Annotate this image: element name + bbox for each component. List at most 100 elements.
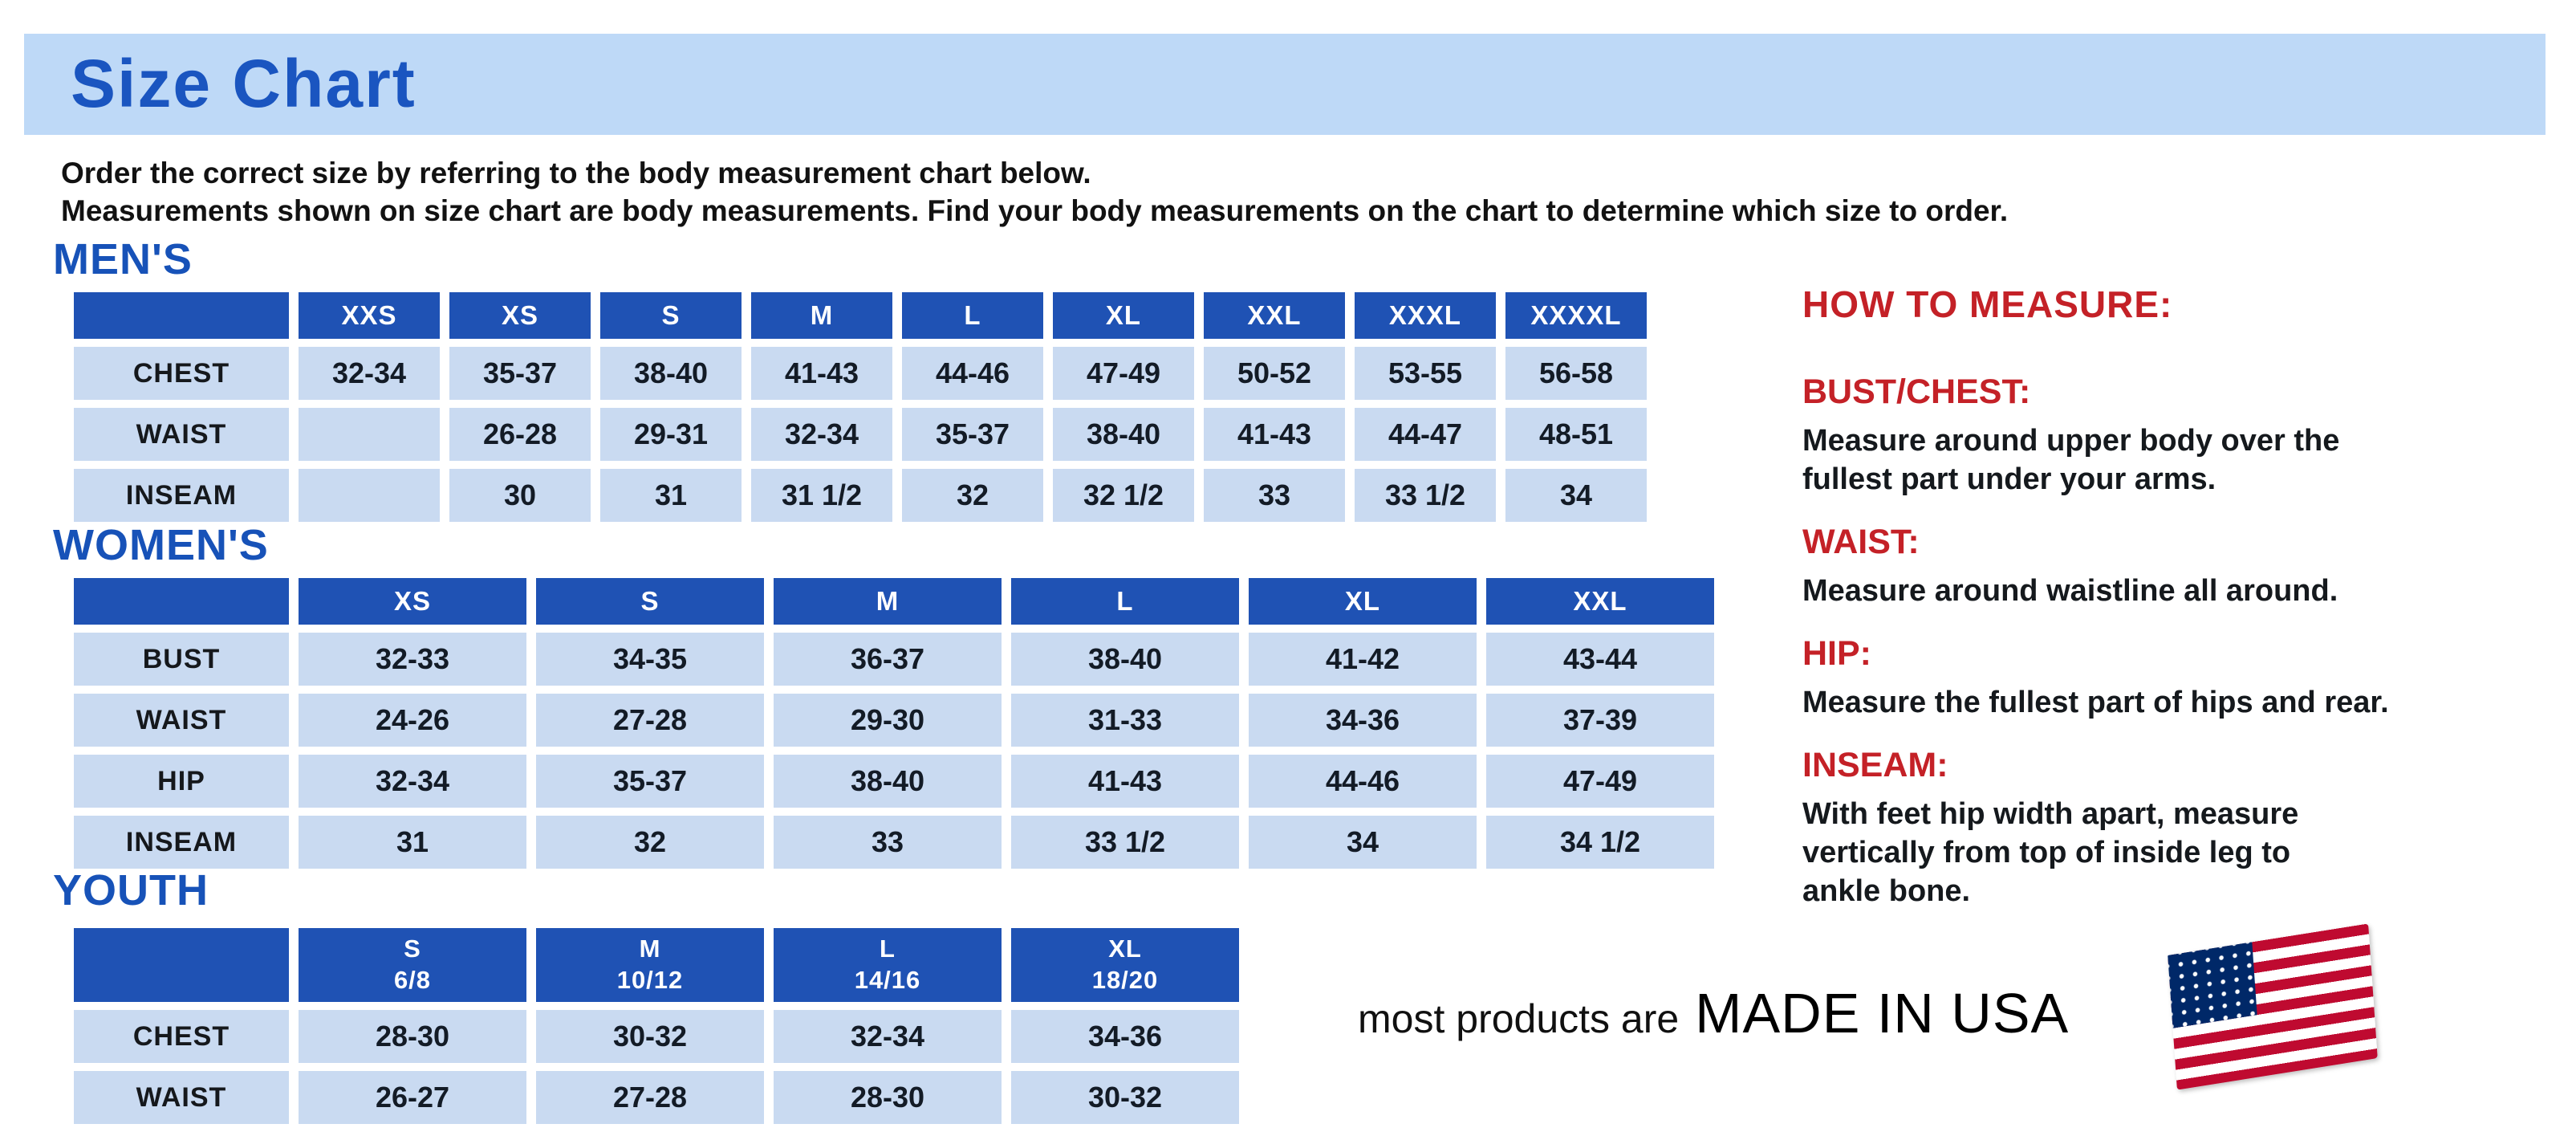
youth-size-table: S 6/8 M 10/12 L 14/16 XL 18/20 CHEST 28-30 30-32 32… xyxy=(74,928,1239,1124)
title-banner: Size Chart xyxy=(24,34,2546,135)
column-header: XS xyxy=(449,292,591,339)
cell: 34 xyxy=(1249,816,1477,869)
cell: 26-28 xyxy=(449,408,591,461)
measure-item-text: With feet hip width apart, measure verti… xyxy=(1802,797,2299,908)
cell: 41-43 xyxy=(1011,755,1239,808)
cell xyxy=(299,408,440,461)
cell: 44-47 xyxy=(1355,408,1496,461)
row-label: INSEAM xyxy=(74,816,289,869)
measure-item-label: INSEAM: xyxy=(1802,746,1948,784)
measure-item-text: Measure around waistline all around. xyxy=(1802,574,2338,608)
column-header: XS xyxy=(299,578,526,625)
cell: 31 1/2 xyxy=(751,469,892,522)
intro-line-2: Measurements shown on size chart are bod… xyxy=(61,194,2009,227)
column-header: M xyxy=(774,578,1002,625)
cell: 53-55 xyxy=(1355,347,1496,400)
cell: 35-37 xyxy=(449,347,591,400)
measure-item-text: Measure around upper body over the fulle… xyxy=(1802,424,2340,496)
cell: 43-44 xyxy=(1486,633,1714,686)
youth-section-heading: YOUTH xyxy=(53,866,209,914)
row-label: INSEAM xyxy=(74,469,289,522)
intro-line-1: Order the correct size by referring to t… xyxy=(61,157,1091,189)
cell: 44-46 xyxy=(1249,755,1477,808)
cell: 32 xyxy=(902,469,1043,522)
column-header-range: 10/12 xyxy=(616,966,684,994)
cell: 48-51 xyxy=(1505,408,1647,461)
cell: 41-43 xyxy=(1204,408,1345,461)
how-to-measure-heading: HOW TO MEASURE: xyxy=(1802,283,2173,325)
corner-cell xyxy=(74,928,289,1002)
cell: 27-28 xyxy=(536,1071,764,1124)
column-header-size: S xyxy=(404,935,421,963)
cell: 30 xyxy=(449,469,591,522)
column-header: XL xyxy=(1053,292,1194,339)
column-header: S xyxy=(600,292,742,339)
measure-item-hip: HIP: Measure the fullest part of hips an… xyxy=(1802,634,2573,722)
cell: 34 1/2 xyxy=(1486,816,1714,869)
cell: 32-34 xyxy=(299,347,440,400)
cell: 28-30 xyxy=(774,1071,1002,1124)
column-header-size: M xyxy=(639,935,661,963)
cell: 47-49 xyxy=(1486,755,1714,808)
corner-cell xyxy=(74,578,289,625)
cell: 31 xyxy=(299,816,526,869)
cell: 29-30 xyxy=(774,694,1002,747)
cell: 44-46 xyxy=(902,347,1043,400)
column-header-range: 18/20 xyxy=(1091,966,1159,994)
cell: 32 1/2 xyxy=(1053,469,1194,522)
cell: 34-35 xyxy=(536,633,764,686)
cell: 31 xyxy=(600,469,742,522)
row-label: WAIST xyxy=(74,408,289,461)
cell: 38-40 xyxy=(1053,408,1194,461)
row-label: CHEST xyxy=(74,347,289,400)
cell: 30-32 xyxy=(536,1010,764,1063)
cell: 26-27 xyxy=(299,1071,526,1124)
cell: 24-26 xyxy=(299,694,526,747)
column-header: L xyxy=(1011,578,1239,625)
column-header: XXL xyxy=(1204,292,1345,339)
cell: 34-36 xyxy=(1011,1010,1239,1063)
made-in-usa-prefix: most products are xyxy=(1358,996,1680,1041)
column-header: M 10/12 xyxy=(536,928,764,1002)
column-header: XXXXL xyxy=(1505,292,1647,339)
cell: 34 xyxy=(1505,469,1647,522)
intro-text: Order the correct size by referring to t… xyxy=(61,154,2008,230)
cell: 47-49 xyxy=(1053,347,1194,400)
how-to-measure-panel: HOW TO MEASURE: BUST/CHEST: Measure arou… xyxy=(1802,283,2573,910)
row-label: CHEST xyxy=(74,1010,289,1063)
column-header-size: XL xyxy=(1108,935,1142,963)
column-header: M xyxy=(751,292,892,339)
cell: 28-30 xyxy=(299,1010,526,1063)
womens-section-heading: WOMEN'S xyxy=(53,521,269,569)
measure-item-waist: WAIST: Measure around waistline all arou… xyxy=(1802,523,2573,610)
column-header: L 14/16 xyxy=(774,928,1002,1002)
cell: 33 xyxy=(774,816,1002,869)
cell: 38-40 xyxy=(600,347,742,400)
column-header: XL xyxy=(1249,578,1477,625)
column-header-range: 6/8 xyxy=(393,966,432,994)
row-label: BUST xyxy=(74,633,289,686)
cell: 37-39 xyxy=(1486,694,1714,747)
cell: 33 1/2 xyxy=(1355,469,1496,522)
made-in-usa-text: MADE IN USA xyxy=(1695,982,2070,1044)
measure-item-label: WAIST: xyxy=(1802,523,1920,561)
column-header: XXS xyxy=(299,292,440,339)
cell: 38-40 xyxy=(774,755,1002,808)
measure-item-label: HIP: xyxy=(1802,634,1871,673)
cell: 30-32 xyxy=(1011,1071,1239,1124)
cell: 31-33 xyxy=(1011,694,1239,747)
mens-section-heading: MEN'S xyxy=(53,235,193,283)
us-flag-canton xyxy=(2168,942,2257,1028)
cell: 27-28 xyxy=(536,694,764,747)
cell: 32-33 xyxy=(299,633,526,686)
cell: 35-37 xyxy=(536,755,764,808)
measure-item-text: Measure the fullest part of hips and rea… xyxy=(1802,686,2389,719)
made-in-usa-line: most products are MADE IN USA xyxy=(1358,981,2069,1045)
us-flag-icon xyxy=(2168,923,2378,1090)
measure-item-label: BUST/CHEST: xyxy=(1802,373,2031,411)
cell xyxy=(299,469,440,522)
cell: 34-36 xyxy=(1249,694,1477,747)
column-header: L xyxy=(902,292,1043,339)
mens-size-table: XXS XS S M L XL XXL XXXL XXXXL CHEST 32-34 35-37 38-… xyxy=(74,292,1647,522)
cell: 33 1/2 xyxy=(1011,816,1239,869)
